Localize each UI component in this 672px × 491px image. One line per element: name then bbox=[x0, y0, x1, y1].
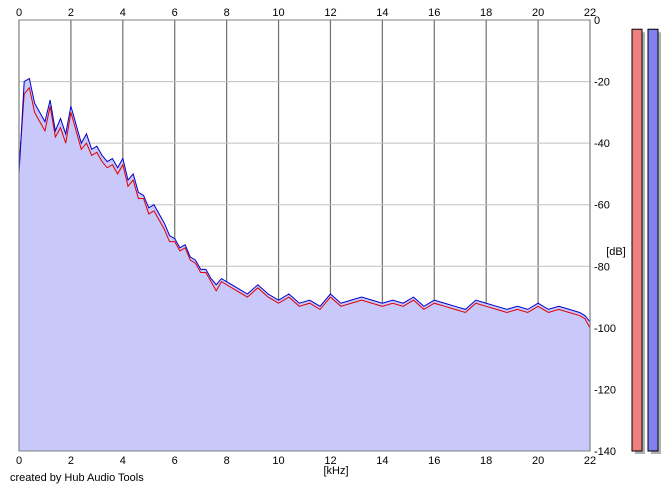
x-tick-top-8: 16 bbox=[428, 7, 440, 19]
x-tick-bottom-7: 14 bbox=[376, 455, 388, 467]
y-tick-4: -80 bbox=[594, 261, 610, 273]
x-tick-bottom-5: 10 bbox=[272, 455, 284, 467]
y-tick-7: -140 bbox=[594, 446, 616, 458]
y-tick-0: 0 bbox=[594, 15, 600, 27]
x-tick-top-5: 10 bbox=[272, 7, 284, 19]
x-tick-labels-top: 0 2 4 6 8 10 12 14 16 18 20 22 bbox=[16, 7, 596, 19]
level-meters bbox=[631, 28, 661, 454]
spectrum-fill-area bbox=[19, 78, 590, 451]
x-tick-top-10: 20 bbox=[532, 7, 544, 19]
x-axis-label: [kHz] bbox=[323, 465, 348, 477]
x-tick-top-4: 8 bbox=[224, 7, 230, 19]
y-tick-1: -20 bbox=[594, 77, 610, 89]
y-tick-labels: 0 -20 -40 -60 -80 -100 -120 -140 bbox=[594, 15, 616, 458]
credit-text: created by Hub Audio Tools bbox=[10, 472, 144, 484]
x-tick-bottom-8: 16 bbox=[428, 455, 440, 467]
x-tick-bottom-6: 12 bbox=[324, 455, 336, 467]
series-lines bbox=[18, 77, 591, 329]
x-tick-top-9: 18 bbox=[480, 7, 492, 19]
y-tick-2: -40 bbox=[594, 138, 610, 150]
x-tick-bottom-1: 2 bbox=[68, 455, 74, 467]
level-meter-1 bbox=[647, 28, 659, 452]
level-meter-0 bbox=[631, 28, 643, 452]
x-tick-bottom-4: 8 bbox=[224, 455, 230, 467]
x-tick-top-6: 12 bbox=[324, 7, 336, 19]
x-tick-labels-bottom: 0 2 4 6 8 10 12 14 16 18 20 22 bbox=[16, 455, 596, 467]
x-tick-bottom-0: 0 bbox=[16, 455, 22, 467]
plot-frame bbox=[18, 19, 591, 452]
x-tick-top-7: 14 bbox=[376, 7, 388, 19]
x-tick-top-1: 2 bbox=[68, 7, 74, 19]
x-tick-bottom-3: 6 bbox=[172, 455, 178, 467]
x-tick-bottom-9: 18 bbox=[480, 455, 492, 467]
series-line-0 bbox=[18, 86, 591, 329]
x-tick-top-0: 0 bbox=[16, 7, 22, 19]
y-tick-6: -120 bbox=[594, 384, 616, 396]
x-tick-bottom-2: 4 bbox=[120, 455, 126, 467]
x-tick-top-2: 4 bbox=[120, 7, 126, 19]
y-tick-5: -100 bbox=[594, 323, 616, 335]
x-tick-top-11: 22 bbox=[584, 7, 596, 19]
y-axis-label: [dB] bbox=[606, 246, 626, 258]
x-tick-top-3: 6 bbox=[172, 7, 178, 19]
x-tick-bottom-11: 22 bbox=[584, 455, 596, 467]
spectrum-fill bbox=[19, 78, 590, 451]
y-tick-3: -60 bbox=[594, 200, 610, 212]
series-line-1 bbox=[18, 77, 591, 323]
x-tick-bottom-10: 20 bbox=[532, 455, 544, 467]
